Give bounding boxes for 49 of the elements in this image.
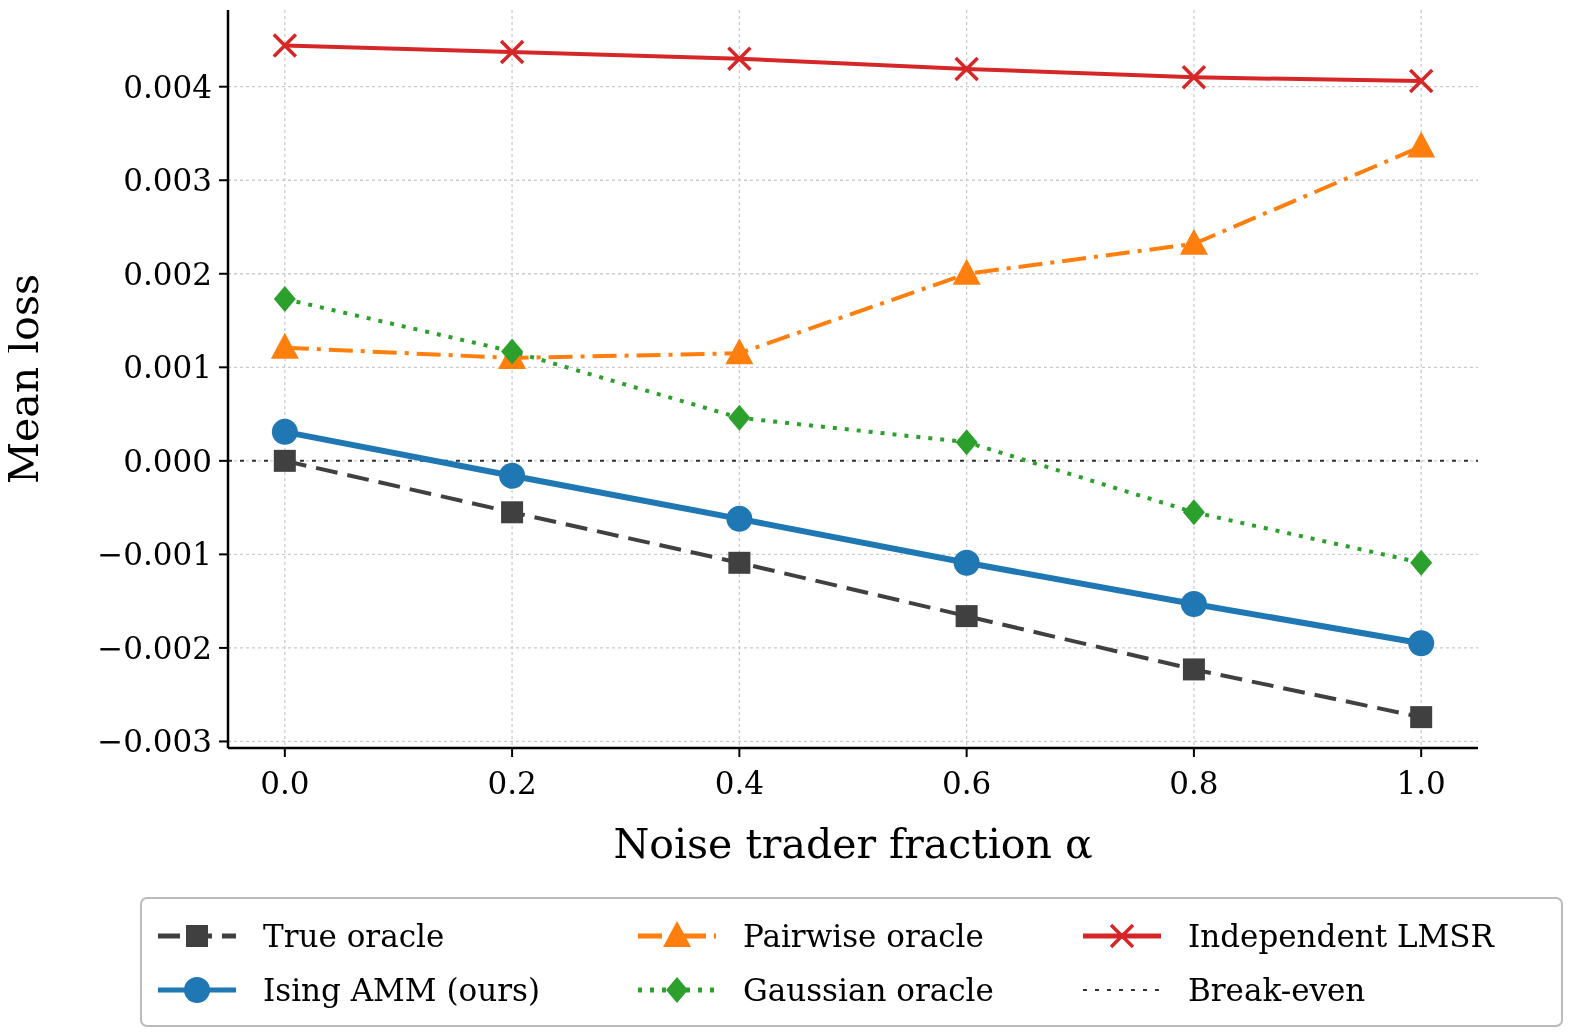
point: [499, 462, 526, 489]
legend-label: True oracle: [263, 918, 445, 954]
point: [1182, 658, 1205, 681]
point: [1407, 131, 1436, 158]
point: [955, 605, 978, 628]
x-tick-label: 0.0: [260, 765, 310, 801]
point: [728, 404, 751, 431]
point: [726, 45, 753, 72]
y-tick-label: −0.001: [97, 536, 212, 573]
x-tick-label: 0.8: [1169, 765, 1219, 801]
x-tick-label: 0.4: [714, 765, 765, 801]
point: [728, 551, 751, 574]
y-tick-label: 0.003: [123, 162, 212, 199]
y-tick-label: 0.000: [123, 442, 212, 479]
x-tick-label: 0.6: [941, 765, 992, 801]
point: [952, 258, 981, 285]
y-tick-label: 0.002: [123, 255, 212, 292]
legend-label: Pairwise oracle: [743, 918, 984, 954]
point: [725, 338, 754, 365]
x-tick-label: 1.0: [1396, 765, 1446, 801]
point: [1410, 706, 1433, 729]
point: [1408, 68, 1434, 94]
point: [1181, 64, 1207, 91]
point: [955, 429, 978, 456]
point: [1180, 590, 1207, 617]
point: [1408, 630, 1435, 657]
point: [270, 332, 299, 359]
point: [953, 56, 980, 82]
legend-label: Ising AMM (ours): [263, 972, 541, 1008]
point: [273, 449, 296, 472]
y-tick-label: −0.002: [97, 629, 212, 666]
point: [501, 501, 524, 524]
point: [953, 549, 980, 576]
legend-label: Gaussian oracle: [743, 972, 994, 1008]
y-tick-label: 0.004: [123, 68, 212, 105]
point: [1182, 499, 1205, 526]
legend-label: Break-even: [1188, 972, 1366, 1008]
point: [272, 32, 298, 59]
point: [271, 418, 298, 445]
point: [1179, 228, 1208, 255]
y-tick-label: −0.003: [97, 723, 212, 760]
x-axis-title: Noise trader fraction α: [613, 820, 1093, 868]
point: [499, 39, 525, 65]
x-tick-label: 0.2: [487, 765, 537, 801]
y-tick-label: 0.001: [123, 349, 212, 386]
point: [1410, 549, 1433, 576]
legend-label: Independent LMSR: [1188, 918, 1496, 954]
point: [273, 286, 296, 313]
point: [726, 505, 753, 532]
